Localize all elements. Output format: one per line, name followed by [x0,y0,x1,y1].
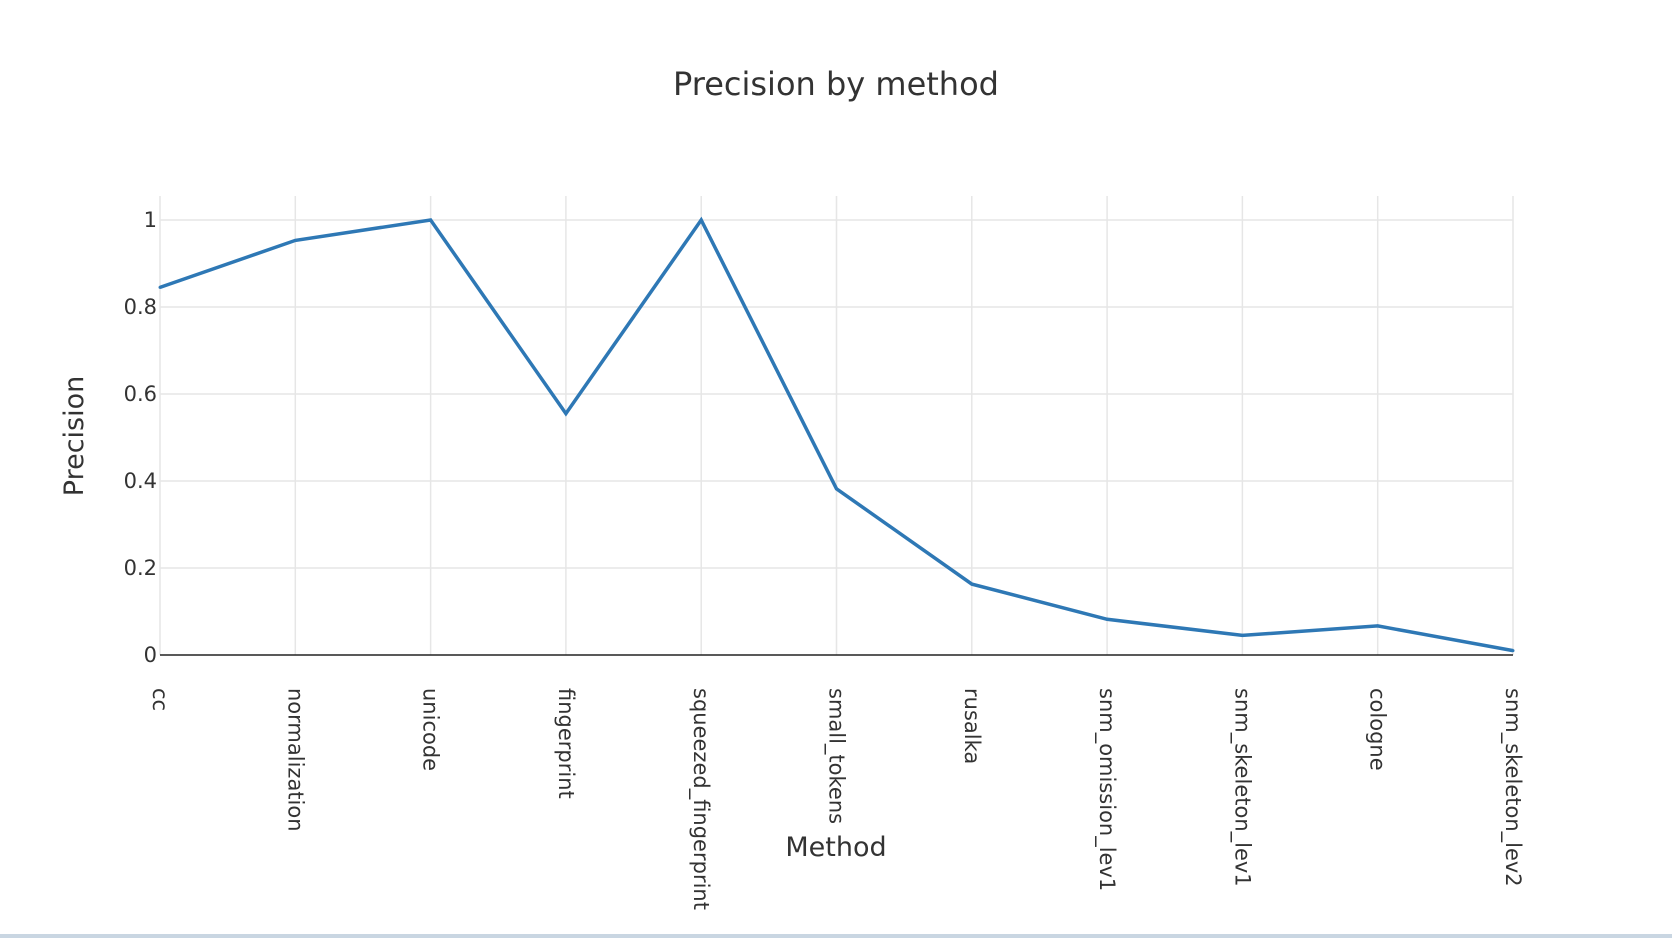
x-tick-label: rusalka [960,688,984,764]
x-tick-label: normalization [283,688,307,832]
x-tick-label: fingerprint [554,688,578,799]
series-precision [158,216,1515,653]
y-tick-label: 1 [144,208,157,232]
data-point [1105,617,1109,621]
y-axis-title: Precision [59,376,90,496]
y-tick-label: 0.2 [124,556,157,580]
data-point [564,412,568,416]
x-tick-label: cologne [1366,688,1390,771]
x-axis-title: Method [785,832,886,863]
data-point [158,285,162,289]
y-tick-label: 0.6 [124,382,157,406]
data-point [1376,624,1380,628]
y-tick-label: 0.4 [124,469,157,493]
data-point [429,218,433,222]
data-point [1511,649,1515,653]
data-point [699,218,703,222]
x-axis-ticks: cc normalization unicode fingerprint squeeze… [148,688,1525,910]
chart-title: Precision by method [673,65,999,103]
x-tick-label: unicode [419,688,443,771]
y-tick-label: 0.8 [124,295,157,319]
x-tick-label: small_tokens [824,688,849,824]
data-point [1240,633,1244,637]
data-point [835,487,838,491]
x-tick-label: squeezed_fingerprint [688,688,713,910]
data-point [970,582,974,586]
x-tick-label: snm_skeleton_lev2 [1500,688,1525,887]
y-tick-label: 0 [144,643,157,667]
x-tick-label: snm_omission_lev1 [1094,688,1119,891]
x-tick-label: snm_skeleton_lev1 [1229,688,1254,887]
gridlines [159,196,1514,656]
data-point [293,238,297,242]
x-tick-label: cc [148,688,172,711]
frame-border [0,934,1672,938]
y-axis-ticks: 0 0.2 0.4 0.6 0.8 1 [124,208,157,667]
